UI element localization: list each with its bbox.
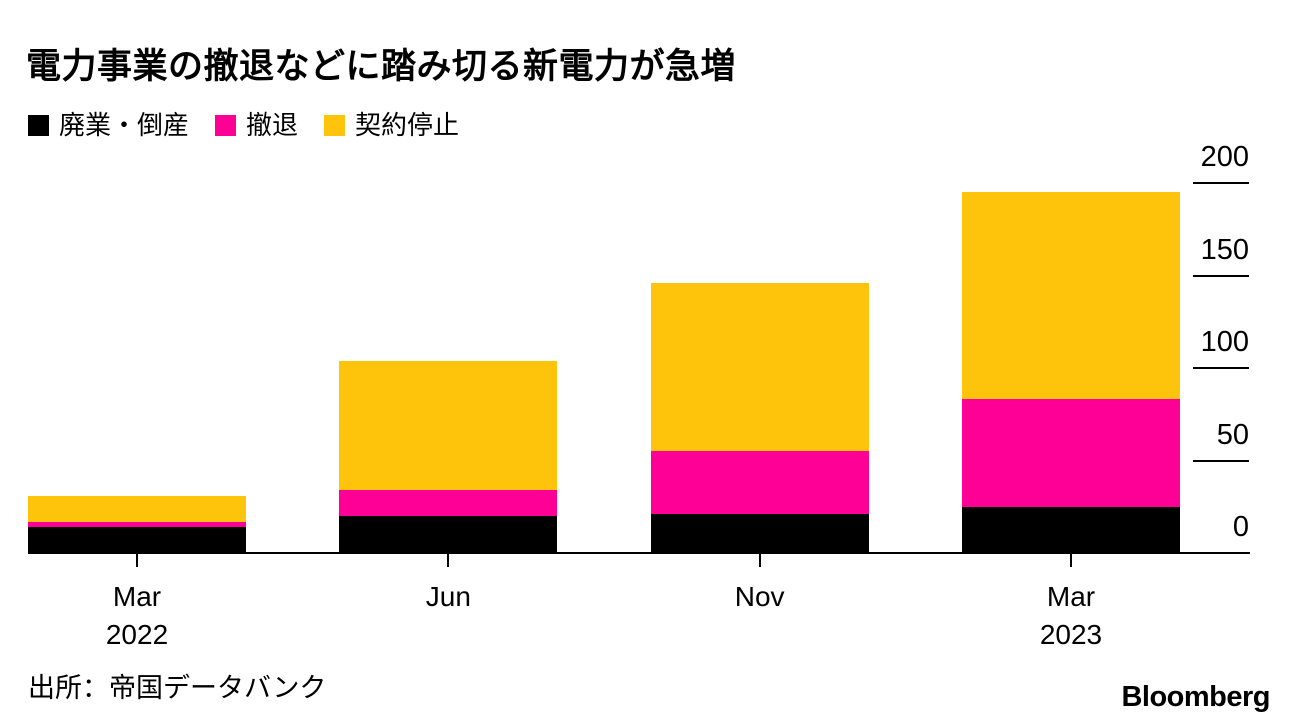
legend-item-haigyo: 廃業・倒産 <box>28 112 189 138</box>
bar-segment <box>28 527 246 553</box>
y-axis-label: 150 <box>1200 233 1249 266</box>
bar-segment <box>28 495 246 522</box>
y-axis-label: 0 <box>1232 511 1249 543</box>
legend-label: 廃業・倒産 <box>59 110 190 140</box>
bar-segment <box>961 192 1180 400</box>
legend-label: 撤退 <box>246 110 299 140</box>
y-axis-tick <box>1193 274 1249 277</box>
legend-item-keiyakuteishi: 契約停止 <box>324 112 459 138</box>
bloomberg-logo: Bloomberg <box>1121 681 1270 713</box>
y-axis-tick <box>1193 459 1249 462</box>
x-axis-label: Mar 2022 <box>105 581 169 650</box>
x-axis-tick <box>136 554 138 567</box>
x-axis-label: Mar 2023 <box>1039 581 1103 650</box>
bar-segment <box>961 399 1180 507</box>
x-axis-label: Jun <box>425 581 471 612</box>
y-axis-label: 50 <box>1216 418 1249 451</box>
bar-segment <box>28 521 246 528</box>
bar-segment <box>961 506 1180 553</box>
bar-segment <box>339 516 558 553</box>
x-axis-tick <box>758 554 761 567</box>
x-axis-tick <box>447 554 450 567</box>
y-axis-tick <box>1193 182 1249 184</box>
bar-segment <box>650 451 869 515</box>
bar-segment <box>650 514 869 553</box>
legend: 廃業・倒産 撤退 契約停止 <box>28 112 459 138</box>
y-axis-label: 200 <box>1200 141 1249 173</box>
bar-segment <box>650 282 869 452</box>
legend-swatch <box>324 114 346 136</box>
legend-item-tettai: 撤退 <box>215 112 298 138</box>
bar-segment <box>339 360 558 491</box>
legend-swatch <box>28 114 49 136</box>
y-axis-label: 100 <box>1200 326 1249 358</box>
legend-label: 契約停止 <box>355 110 460 140</box>
legend-swatch <box>215 114 237 136</box>
x-axis-label: Nov <box>734 581 785 612</box>
bar-segment <box>339 490 558 516</box>
y-axis-tick <box>1193 367 1249 369</box>
x-axis-tick <box>1069 554 1072 567</box>
x-axis-baseline <box>28 552 1250 554</box>
source-note: 出所：帝国データバンク <box>28 673 327 703</box>
chart-title: 電力事業の撤退などに踏み切る新電力が急増 <box>26 47 737 86</box>
